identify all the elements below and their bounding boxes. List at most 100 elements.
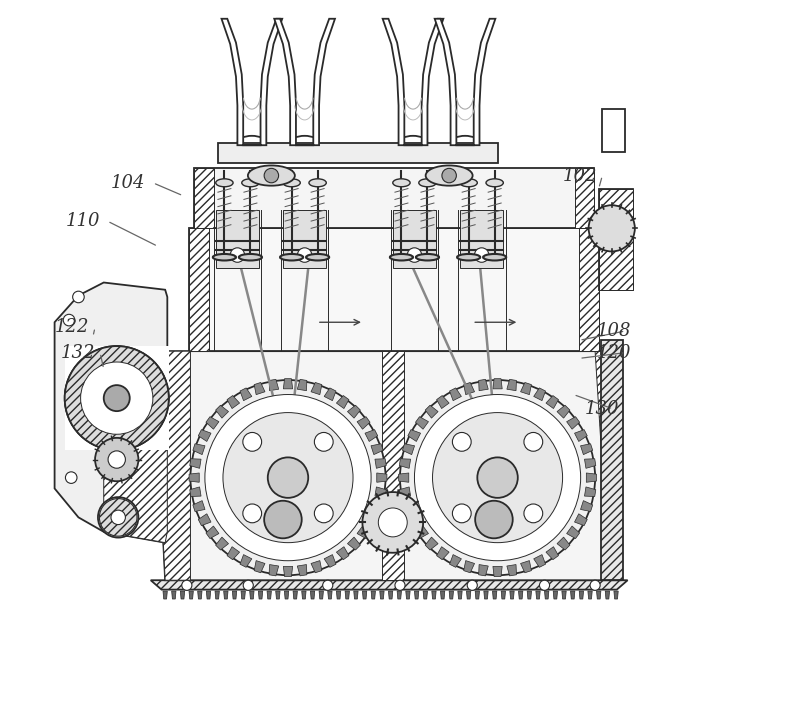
Circle shape bbox=[243, 432, 262, 451]
Polygon shape bbox=[574, 514, 587, 526]
Circle shape bbox=[108, 451, 126, 468]
Polygon shape bbox=[521, 560, 531, 573]
Polygon shape bbox=[553, 591, 558, 599]
Circle shape bbox=[243, 504, 262, 523]
Polygon shape bbox=[545, 591, 549, 599]
Polygon shape bbox=[380, 591, 384, 599]
Polygon shape bbox=[423, 591, 427, 599]
Polygon shape bbox=[206, 417, 219, 429]
Polygon shape bbox=[283, 566, 293, 576]
Text: 110: 110 bbox=[66, 212, 101, 230]
Polygon shape bbox=[206, 526, 219, 539]
Polygon shape bbox=[574, 429, 587, 442]
Polygon shape bbox=[337, 547, 349, 560]
Circle shape bbox=[264, 501, 302, 539]
Polygon shape bbox=[437, 395, 449, 408]
Polygon shape bbox=[347, 537, 360, 550]
Polygon shape bbox=[402, 500, 414, 511]
Polygon shape bbox=[216, 210, 259, 268]
Polygon shape bbox=[240, 555, 252, 568]
Circle shape bbox=[182, 580, 192, 590]
Ellipse shape bbox=[309, 179, 326, 187]
Polygon shape bbox=[601, 340, 622, 580]
Polygon shape bbox=[399, 487, 410, 497]
Polygon shape bbox=[399, 459, 410, 468]
Circle shape bbox=[378, 508, 407, 537]
Polygon shape bbox=[189, 228, 209, 351]
Circle shape bbox=[98, 497, 138, 538]
Text: 108: 108 bbox=[597, 322, 631, 340]
Circle shape bbox=[539, 580, 550, 590]
Circle shape bbox=[65, 346, 169, 450]
Polygon shape bbox=[566, 526, 580, 539]
Polygon shape bbox=[437, 547, 449, 560]
Polygon shape bbox=[507, 565, 517, 576]
Polygon shape bbox=[546, 547, 558, 560]
Polygon shape bbox=[507, 379, 517, 391]
Polygon shape bbox=[415, 417, 429, 429]
Polygon shape bbox=[464, 382, 474, 395]
Circle shape bbox=[205, 395, 371, 560]
Polygon shape bbox=[449, 591, 454, 599]
Bar bbox=[602, 109, 626, 153]
Polygon shape bbox=[588, 591, 592, 599]
Circle shape bbox=[314, 504, 333, 523]
Circle shape bbox=[243, 580, 254, 590]
Circle shape bbox=[104, 385, 130, 411]
Polygon shape bbox=[194, 169, 594, 228]
Polygon shape bbox=[382, 351, 404, 580]
Polygon shape bbox=[518, 591, 523, 599]
Polygon shape bbox=[375, 487, 386, 497]
Text: 102: 102 bbox=[562, 167, 597, 185]
Polygon shape bbox=[595, 351, 620, 580]
Polygon shape bbox=[324, 388, 336, 400]
Polygon shape bbox=[215, 405, 229, 418]
Ellipse shape bbox=[426, 166, 473, 185]
Polygon shape bbox=[193, 444, 205, 455]
Polygon shape bbox=[163, 591, 167, 599]
Circle shape bbox=[442, 169, 456, 182]
Polygon shape bbox=[357, 526, 370, 539]
Polygon shape bbox=[382, 19, 443, 146]
Polygon shape bbox=[475, 591, 479, 599]
Polygon shape bbox=[302, 591, 306, 599]
Polygon shape bbox=[227, 395, 239, 408]
Polygon shape bbox=[614, 591, 618, 599]
Polygon shape bbox=[283, 210, 326, 268]
Ellipse shape bbox=[416, 254, 439, 261]
Polygon shape bbox=[493, 566, 502, 576]
Circle shape bbox=[452, 432, 471, 451]
Polygon shape bbox=[328, 591, 332, 599]
Polygon shape bbox=[501, 591, 506, 599]
Polygon shape bbox=[536, 591, 540, 599]
Ellipse shape bbox=[216, 179, 233, 187]
Circle shape bbox=[111, 510, 126, 525]
Polygon shape bbox=[154, 351, 190, 580]
Polygon shape bbox=[269, 565, 278, 576]
Polygon shape bbox=[493, 591, 497, 599]
Circle shape bbox=[298, 248, 312, 262]
Polygon shape bbox=[371, 444, 383, 455]
Polygon shape bbox=[546, 395, 558, 408]
Polygon shape bbox=[606, 591, 610, 599]
Polygon shape bbox=[581, 444, 593, 455]
Polygon shape bbox=[180, 591, 185, 599]
Polygon shape bbox=[389, 591, 393, 599]
Ellipse shape bbox=[486, 179, 503, 187]
Polygon shape bbox=[450, 555, 462, 568]
Polygon shape bbox=[581, 500, 593, 511]
Polygon shape bbox=[310, 591, 314, 599]
Polygon shape bbox=[232, 591, 237, 599]
Polygon shape bbox=[377, 473, 387, 482]
Polygon shape bbox=[298, 379, 307, 391]
Polygon shape bbox=[432, 591, 436, 599]
Circle shape bbox=[322, 580, 333, 590]
Polygon shape bbox=[311, 560, 322, 573]
Polygon shape bbox=[434, 19, 495, 146]
Polygon shape bbox=[269, 379, 278, 391]
Bar bbox=[598, 188, 634, 290]
Circle shape bbox=[73, 291, 84, 303]
Circle shape bbox=[223, 413, 353, 543]
Polygon shape bbox=[408, 429, 421, 442]
Polygon shape bbox=[371, 591, 375, 599]
